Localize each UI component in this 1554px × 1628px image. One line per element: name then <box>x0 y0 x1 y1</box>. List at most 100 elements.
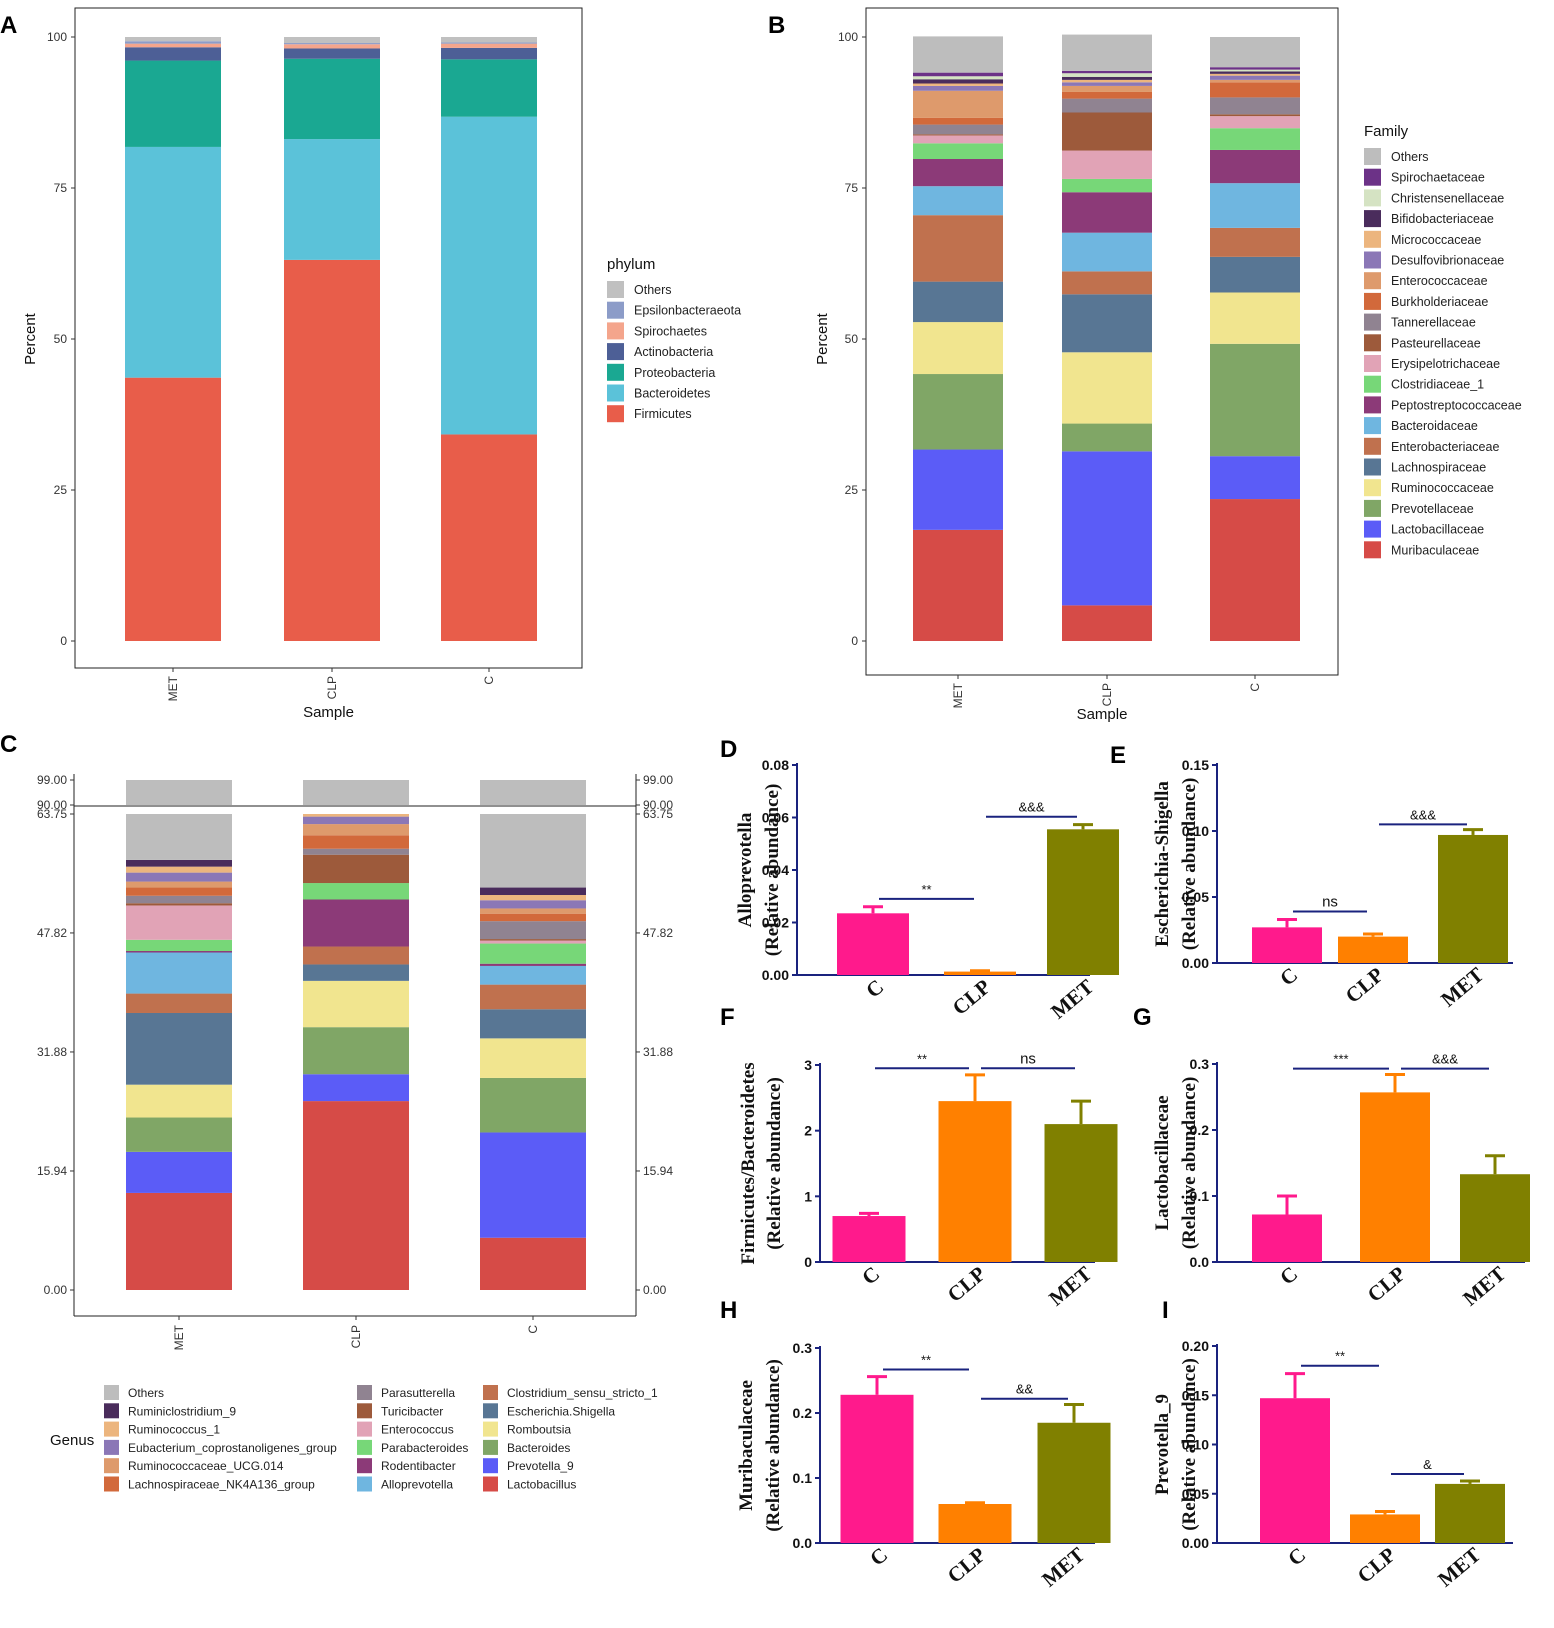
legend-swatch <box>607 384 624 402</box>
y-tick-label: 0.2 <box>793 1405 813 1421</box>
bar-segment-clostridiaceae_1 <box>1062 178 1152 193</box>
bar-segment-prevotella_9 <box>126 1151 232 1193</box>
legend-swatch <box>1364 417 1381 435</box>
bar-clp <box>938 1101 1012 1262</box>
bar-segment-lachnospiraceae_nk4a136_group <box>480 913 586 922</box>
y-tick-label: 0.00 <box>44 1283 68 1297</box>
bar-segment-tannerellaceae <box>1210 97 1300 115</box>
panel-letter-a: A <box>0 12 17 39</box>
panel-f-ratio-chart: 0 1 2 3 C CLP MET ** ns Firmicutes/Bacteroidetes(… <box>738 1050 1118 1311</box>
bar-segment-peptostreptococcaceae <box>1210 149 1300 184</box>
bar-segment-epsilonbacteraeota <box>441 42 537 44</box>
legend-label: Prevotellaceae <box>1391 502 1474 516</box>
legend-swatch <box>104 1385 119 1400</box>
x-tick-label: C <box>857 1261 884 1289</box>
bar-segment-others <box>1062 34 1152 71</box>
y-axis-label-sub: (Relative abundance) <box>762 784 783 957</box>
y-tick-label-right: 90.00 <box>643 798 673 812</box>
y-tick-label: 0.15 <box>1182 1387 1209 1403</box>
y-tick-label: 0.05 <box>1182 889 1209 905</box>
legend-label: Tannerellaceae <box>1391 316 1476 330</box>
legend-label: Enterobacteriaceae <box>1391 440 1499 454</box>
legend-swatch <box>607 363 624 381</box>
y-tick-label: 0.00 <box>1182 955 1209 971</box>
x-tick-label: CLP <box>948 974 996 1019</box>
legend-swatch <box>1364 210 1381 228</box>
y-tick-label-right: 63.75 <box>643 807 673 821</box>
x-tick-label: C <box>526 1325 540 1334</box>
y-tick-label: 0.3 <box>1190 1056 1210 1072</box>
bar-segment-enterococcaceae <box>1210 79 1300 83</box>
legend-swatch <box>607 343 624 361</box>
bar-segment-micrococcaceae <box>1210 73 1300 76</box>
bar-segment-enterobacteriaceae <box>1210 227 1300 257</box>
legend-label: Rodentibacter <box>381 1459 456 1473</box>
bar-segment-bacteroides <box>126 1117 232 1152</box>
bar-segment-parasutterella <box>126 895 232 904</box>
legend-label: Pasteurellaceae <box>1391 336 1481 350</box>
legend-swatch <box>483 1458 498 1474</box>
y-tick-label: 0.05 <box>1182 1486 1209 1502</box>
legend-swatch <box>1364 458 1381 476</box>
bar-segment-upper-others <box>126 780 232 805</box>
bar-segment-desulfovibrionaceae <box>1210 75 1300 80</box>
panel-letter-d: D <box>720 736 737 763</box>
y-tick-label: 50 <box>845 332 859 346</box>
legend-swatch <box>104 1476 119 1492</box>
bar-segment-alloprevotella <box>480 965 586 985</box>
legend-swatch <box>607 405 624 423</box>
legend-swatch <box>104 1458 119 1474</box>
bar-segment-proteobacteria <box>284 58 380 140</box>
legend-swatch <box>607 322 624 340</box>
bar-segment-bacteroides <box>303 1027 409 1075</box>
legend-swatch <box>1364 541 1381 559</box>
y-tick-label: 0 <box>851 634 858 648</box>
bar-segment-parabacteroides <box>303 883 409 900</box>
legend-label: Parasutterella <box>381 1386 455 1400</box>
legend-label: Ruminococcaceae <box>1391 481 1494 495</box>
panel-c-genus-chart: 0.00 0.00 15.94 15.94 31.88 31.88 47.82 47.82 63… <box>37 773 673 1492</box>
legend-label: Muribaculaceae <box>1391 543 1479 557</box>
y-tick-label-right: 15.94 <box>643 1164 673 1178</box>
panel-letter-e: E <box>1110 742 1126 769</box>
bar-segment-spirochaetes <box>284 44 380 49</box>
y-axis-label: Lactobacillaceae <box>1152 1095 1173 1230</box>
bar-segment-ruminococcaceae_ucg.014 <box>303 824 409 836</box>
legend-swatch <box>1364 479 1381 497</box>
bar-segment-ruminococcaceae <box>913 322 1003 375</box>
legend-swatch <box>483 1476 498 1492</box>
legend-label: Ruminococcaceae_UCG.014 <box>128 1459 284 1473</box>
legend-swatch <box>1364 251 1381 269</box>
bar-c <box>832 1216 906 1262</box>
y-tick-label: 0.06 <box>762 810 789 826</box>
legend-label: Bacteroidetes <box>634 387 710 401</box>
bar-segment-ruminococcus_1 <box>126 866 232 873</box>
legend-swatch <box>1364 396 1381 414</box>
bar-segment-enterococcaceae <box>1062 85 1152 92</box>
bar-segment-micrococcaceae <box>913 83 1003 86</box>
legend-label: Desulfovibrionaceae <box>1391 254 1504 268</box>
y-tick-label: 1 <box>804 1188 812 1204</box>
y-tick-label-right: 47.82 <box>643 926 673 940</box>
bar-clp <box>938 1504 1012 1543</box>
bar-segment-bacteroidetes <box>284 139 380 260</box>
bar-segment-bacteroidetes <box>441 116 537 435</box>
panel-g-lactobacillaceae-chart: 0.0 0.1 0.2 0.3 C CLP MET *** &&& Lactobacillacea… <box>1152 1052 1530 1311</box>
bar-segment-prevotellaceae <box>913 374 1003 450</box>
y-tick-label: 100 <box>838 30 858 44</box>
significance-label: ns <box>1020 1050 1036 1067</box>
bar-segment-bacteroidetes <box>125 146 221 378</box>
bar-segment-pasteurellaceae <box>1210 114 1300 117</box>
legend-swatch <box>1364 520 1381 538</box>
bar-segment-desulfovibrionaceae <box>1062 82 1152 86</box>
x-tick-label: CLP <box>349 1325 363 1348</box>
y-tick-label: 0.10 <box>1182 823 1209 839</box>
bar-segment-enterococcus <box>480 940 586 944</box>
y-axis-label-sub: (Relative abundance) <box>1179 1358 1200 1531</box>
x-tick-label: C <box>865 1542 892 1570</box>
x-tick-label: C <box>482 676 496 685</box>
panel-b-family-chart: 0 25 50 75 100 MET CLP C Sample Percent Family Othe… <box>814 7 1522 723</box>
bar-segment-lachnospiraceae <box>1062 294 1152 353</box>
legend-label: Spirochaetes <box>634 324 707 338</box>
bar-segment-enterobacteriaceae <box>1062 271 1152 295</box>
